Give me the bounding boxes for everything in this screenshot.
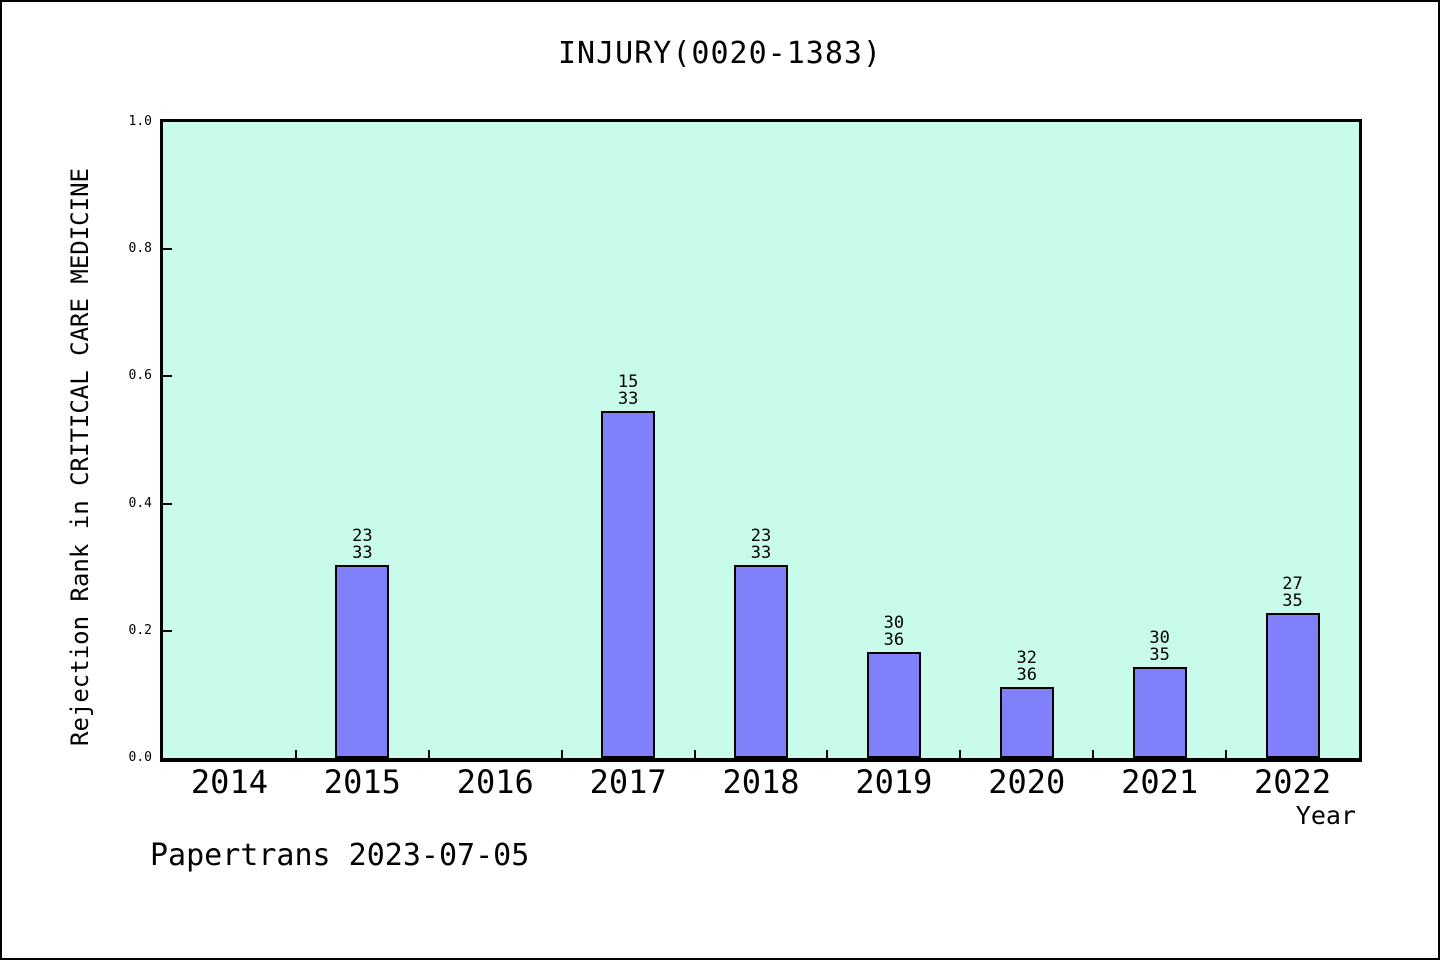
bar-label-line: 36	[883, 629, 905, 650]
y-tick-label: 0.8	[128, 241, 152, 257]
x-tick-label-2014: 2014	[190, 763, 268, 801]
bar-label-line: 23	[750, 526, 772, 547]
watermark-text: Papertrans 2023-07-05	[150, 838, 530, 873]
x-tick-mark	[560, 750, 563, 758]
bar-2022	[1265, 612, 1320, 758]
x-tick-mark	[294, 750, 297, 758]
bar-label-line: 33	[617, 389, 639, 410]
bar-2017	[601, 411, 656, 758]
bar-label-2021: 30 35	[1120, 630, 1200, 664]
bar-2018	[734, 565, 788, 758]
bar-label-line: 23	[352, 526, 373, 547]
y-tick-mark	[163, 502, 172, 505]
bar-label-2022: 27 35	[1253, 573, 1333, 611]
bar-label-line: 35	[1149, 645, 1170, 666]
x-tick-label-2015: 2015	[323, 763, 401, 801]
bar-label-2019: 30 36	[854, 612, 934, 650]
y-tick-mark	[163, 629, 172, 632]
x-tick-label-2018: 2018	[722, 763, 800, 801]
x-tick-mark	[427, 750, 430, 758]
x-tick-mark	[693, 750, 696, 758]
bar-2021	[1132, 667, 1187, 758]
x-tick-mark	[1092, 750, 1095, 758]
y-tick-mark	[163, 375, 172, 378]
y-tick-label: 0.0	[128, 750, 152, 765]
x-axis-label: Year	[1295, 801, 1356, 830]
y-tick-label: 0.6	[128, 368, 152, 384]
chart-title: INJURY(0020-1383)	[557, 36, 883, 71]
x-tick-label-2019: 2019	[855, 763, 933, 801]
bar-label-2020: 32 36	[987, 650, 1067, 684]
bar-label-line: 35	[1282, 590, 1303, 611]
x-tick-label-2020: 2020	[988, 763, 1066, 801]
bar-2015	[335, 565, 390, 758]
x-tick-label-2022: 2022	[1254, 763, 1332, 801]
bar-label-line: 27	[1282, 573, 1303, 594]
bar-label-line: 33	[750, 543, 772, 564]
bar-label-2017: 15 33	[588, 374, 668, 408]
x-tick-mark	[826, 750, 829, 758]
bar-label-2018: 23 33	[721, 528, 801, 562]
x-tick-label-2016: 2016	[456, 763, 534, 801]
plot-area: 23 33 15 33 23 33 30 36 32 36 30 35 27 35	[160, 119, 1362, 762]
bar-2019	[866, 651, 921, 758]
y-tick-label: 0.4	[128, 495, 152, 511]
bar-label-line: 30	[1149, 628, 1170, 649]
bar-label-line: 30	[883, 612, 905, 633]
x-tick-label-2021: 2021	[1121, 763, 1199, 801]
y-tick-label: 0.2	[128, 622, 152, 638]
bar-label-2015: 23 33	[322, 528, 402, 562]
x-tick-mark	[959, 750, 962, 758]
y-tick-label: 1.0	[128, 114, 152, 129]
bar-2020	[999, 687, 1054, 758]
x-tick-label-2017: 2017	[589, 763, 667, 801]
bar-label-line: 32	[1016, 648, 1037, 669]
bar-label-line: 33	[352, 543, 373, 564]
y-tick-mark	[163, 248, 172, 251]
x-tick-mark	[1225, 750, 1228, 758]
bar-label-line: 36	[1016, 665, 1037, 686]
bar-label-line: 15	[617, 372, 639, 393]
